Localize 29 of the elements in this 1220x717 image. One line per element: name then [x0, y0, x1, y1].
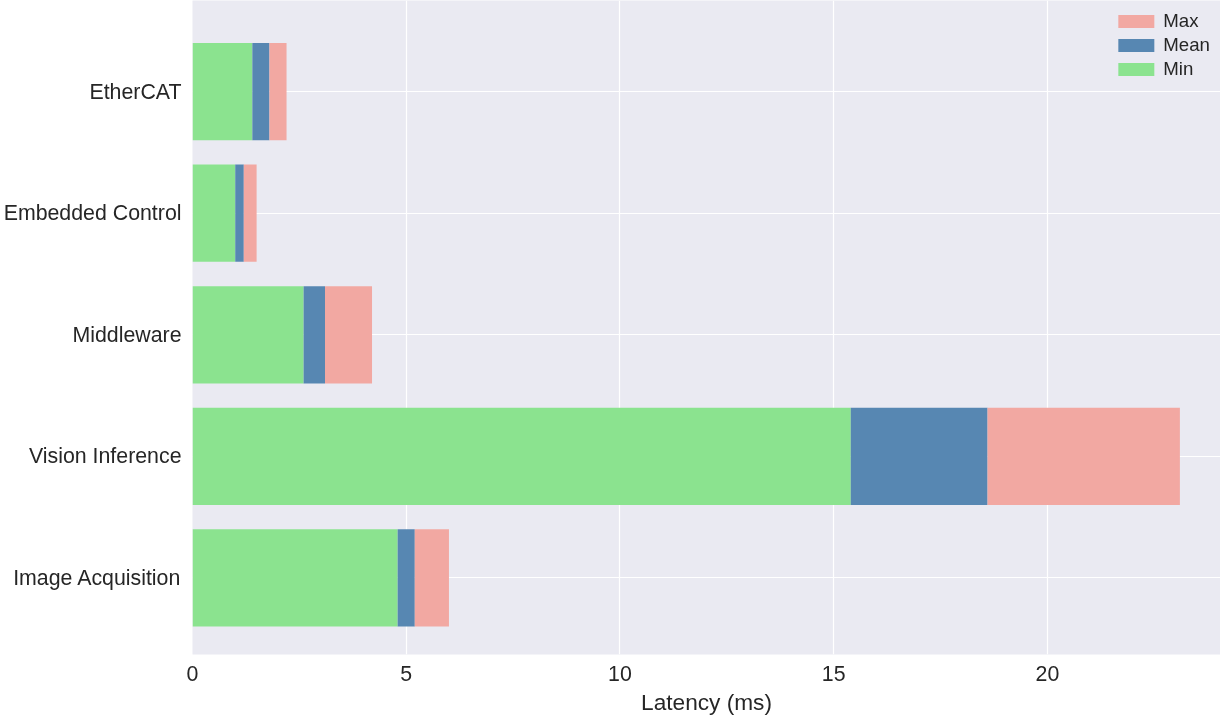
bar — [192, 286, 304, 384]
y-tick-label: Vision Inference — [28, 444, 182, 469]
bar — [192, 164, 236, 262]
bar — [192, 43, 253, 141]
legend-label: Max — [1163, 10, 1199, 32]
x-tick-label: 15 — [821, 661, 846, 686]
y-tick-label: EtherCAT — [89, 79, 182, 104]
bar — [192, 407, 851, 505]
bar — [987, 407, 1180, 505]
x-tick-label: 20 — [1035, 661, 1060, 686]
bar — [269, 43, 287, 141]
x-tick-label: 10 — [608, 661, 632, 686]
bar — [192, 529, 398, 627]
legend-label: Min — [1163, 58, 1194, 80]
y-tick-label: Image Acquisition — [13, 565, 181, 590]
bar — [243, 164, 257, 262]
y-tick-label: Embedded Control — [3, 201, 182, 226]
bar — [850, 407, 988, 505]
bar — [235, 164, 244, 262]
bar — [303, 286, 326, 384]
x-tick-label: 0 — [186, 661, 199, 686]
x-tick-label: 5 — [400, 661, 413, 686]
legend-label: Mean — [1163, 34, 1210, 56]
x-axis-title: Latency (ms) — [641, 688, 772, 715]
bar — [414, 529, 449, 627]
y-tick-label: Middleware — [72, 322, 182, 347]
bar — [325, 286, 373, 384]
bar — [252, 43, 270, 141]
bar — [397, 529, 415, 627]
